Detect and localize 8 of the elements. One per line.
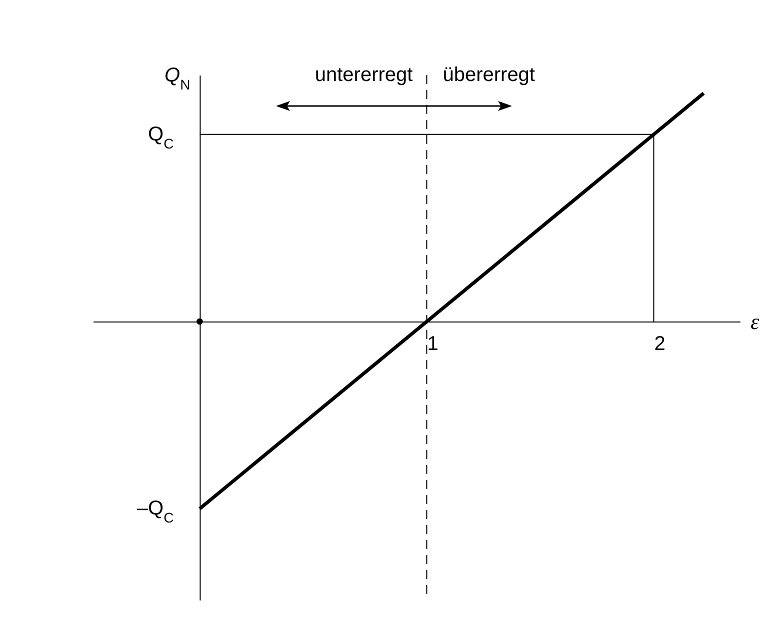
text: untererregt <box>314 64 414 86</box>
x-tick-label: 2 <box>654 333 666 356</box>
x-tick-label: 1 <box>427 333 438 356</box>
annotation: –Q$_{C}$ <box>136 498 174 526</box>
annotation: Q$_{C}$ <box>148 123 174 152</box>
y-axis-title: Q$_{N}$ <box>164 64 190 92</box>
x-axis-title: ε <box>750 309 760 334</box>
text: übererregt <box>442 64 536 86</box>
